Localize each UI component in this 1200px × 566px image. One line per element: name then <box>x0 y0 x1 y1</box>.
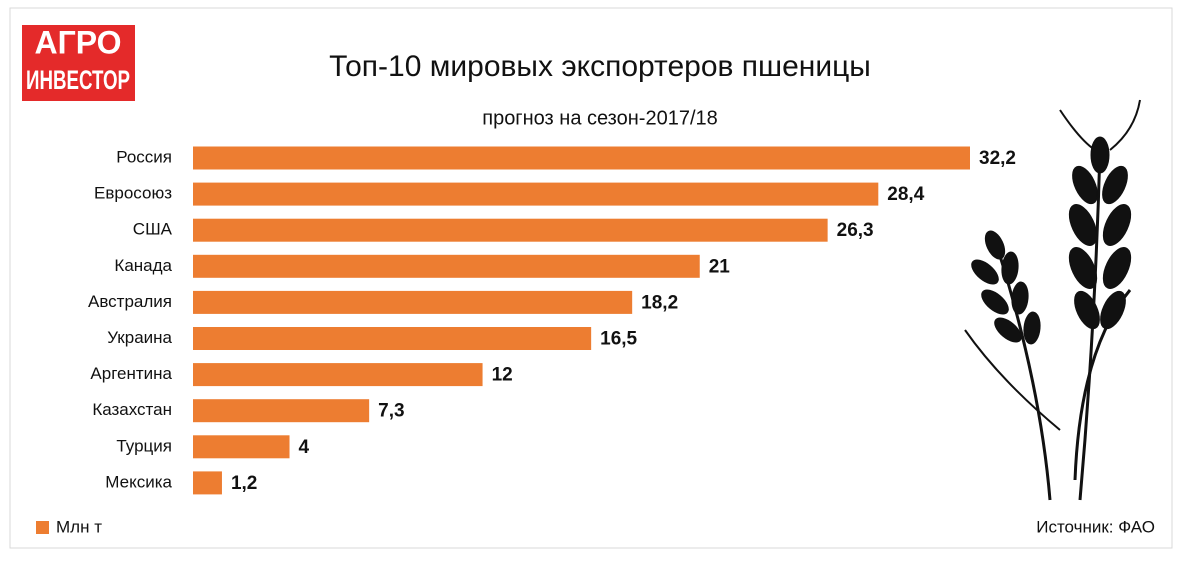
bar <box>193 363 483 387</box>
bar <box>193 182 879 206</box>
y-tick-label: Евросоюз <box>94 184 172 203</box>
y-tick-label: Аргентина <box>90 364 172 383</box>
y-tick-label: Казахстан <box>92 400 172 419</box>
value-label: 18,2 <box>641 292 678 313</box>
logo-line1: АГРО <box>34 24 121 60</box>
y-tick-label: Украина <box>107 328 172 347</box>
value-label: 21 <box>709 256 731 277</box>
value-label: 32,2 <box>979 148 1016 169</box>
logo-line2: ИНВЕСТОР <box>26 65 130 95</box>
y-tick-label: Канада <box>114 256 172 275</box>
bar <box>193 471 222 495</box>
chart-subtitle: прогноз на сезон-2017/18 <box>482 107 718 129</box>
value-label: 16,5 <box>600 329 637 350</box>
bar <box>193 254 700 278</box>
value-label: 28,4 <box>887 184 924 205</box>
value-label: 12 <box>492 365 513 386</box>
y-tick-label: США <box>133 220 173 239</box>
y-tick-label: Турция <box>116 436 172 455</box>
y-tick-label: Россия <box>116 147 172 166</box>
value-label: 7,3 <box>378 401 404 422</box>
source: Источник: ФАО <box>1036 517 1155 536</box>
y-tick-label: Австралия <box>88 292 172 311</box>
logo-box <box>22 25 135 101</box>
value-label: 4 <box>299 437 310 458</box>
chart-title: Топ-10 мировых экспортеров пшеницы <box>329 50 871 83</box>
bar <box>193 146 970 170</box>
y-tick-label: Мексика <box>105 472 172 491</box>
legend-label: Млн т <box>56 517 102 536</box>
value-label: 26,3 <box>837 220 874 241</box>
wheat-illustration <box>964 99 1141 501</box>
legend-swatch <box>36 521 49 534</box>
bar <box>193 218 828 242</box>
bar <box>193 399 370 423</box>
bar <box>193 327 592 350</box>
bar <box>193 290 633 314</box>
bar <box>193 435 290 459</box>
value-label: 1,2 <box>231 473 257 494</box>
